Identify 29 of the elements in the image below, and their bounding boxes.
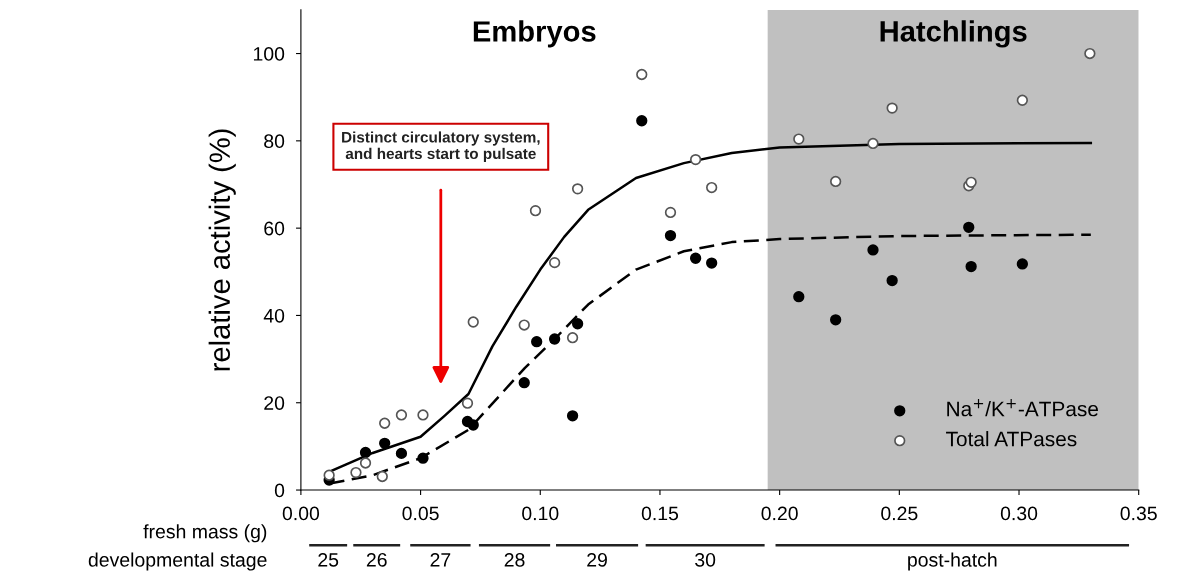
text: 29	[587, 552, 607, 567]
y-tick-label: 20	[264, 396, 285, 410]
x-tick-label: 0.10	[522, 506, 559, 521]
y-axis-title: relative activity (%)	[208, 129, 236, 371]
y-tick-label: 0	[274, 483, 285, 498]
legend-label: Na$^{+}$/K$^{+}$-ATPase	[947, 399, 1098, 417]
y-tick-label: 60	[264, 221, 285, 236]
annotation: Distinct circulatory system, and hearts start to pulsate	[342, 131, 540, 163]
text: 27	[430, 552, 451, 567]
legend-label: Total ATPases	[946, 431, 1077, 447]
x-axis-title: fresh mass (g)	[143, 524, 267, 543]
text: 28	[504, 552, 525, 567]
annotation: Embryos	[473, 20, 596, 48]
x-tick-label: 0.30	[1000, 506, 1038, 521]
x-tick-label: 0.35	[1120, 506, 1157, 521]
x-tick-label: 0.00	[282, 506, 320, 521]
y-tick-label: 100	[253, 47, 285, 61]
x-tick-label: 0.05	[402, 506, 439, 521]
y-tick-label: 40	[263, 308, 285, 323]
text: 30	[695, 552, 716, 567]
text: 25	[318, 552, 339, 567]
x-tick-label: 0.20	[761, 506, 798, 521]
text: 26	[366, 552, 387, 567]
text: developmental stage	[88, 552, 267, 571]
x-tick-label: 0.25	[881, 506, 918, 521]
band-label: Hatchlings	[880, 20, 1027, 48]
text: post-hatch	[908, 552, 997, 571]
y-tick-label: 80	[264, 134, 285, 149]
x-tick-label: 0.15	[641, 506, 679, 521]
